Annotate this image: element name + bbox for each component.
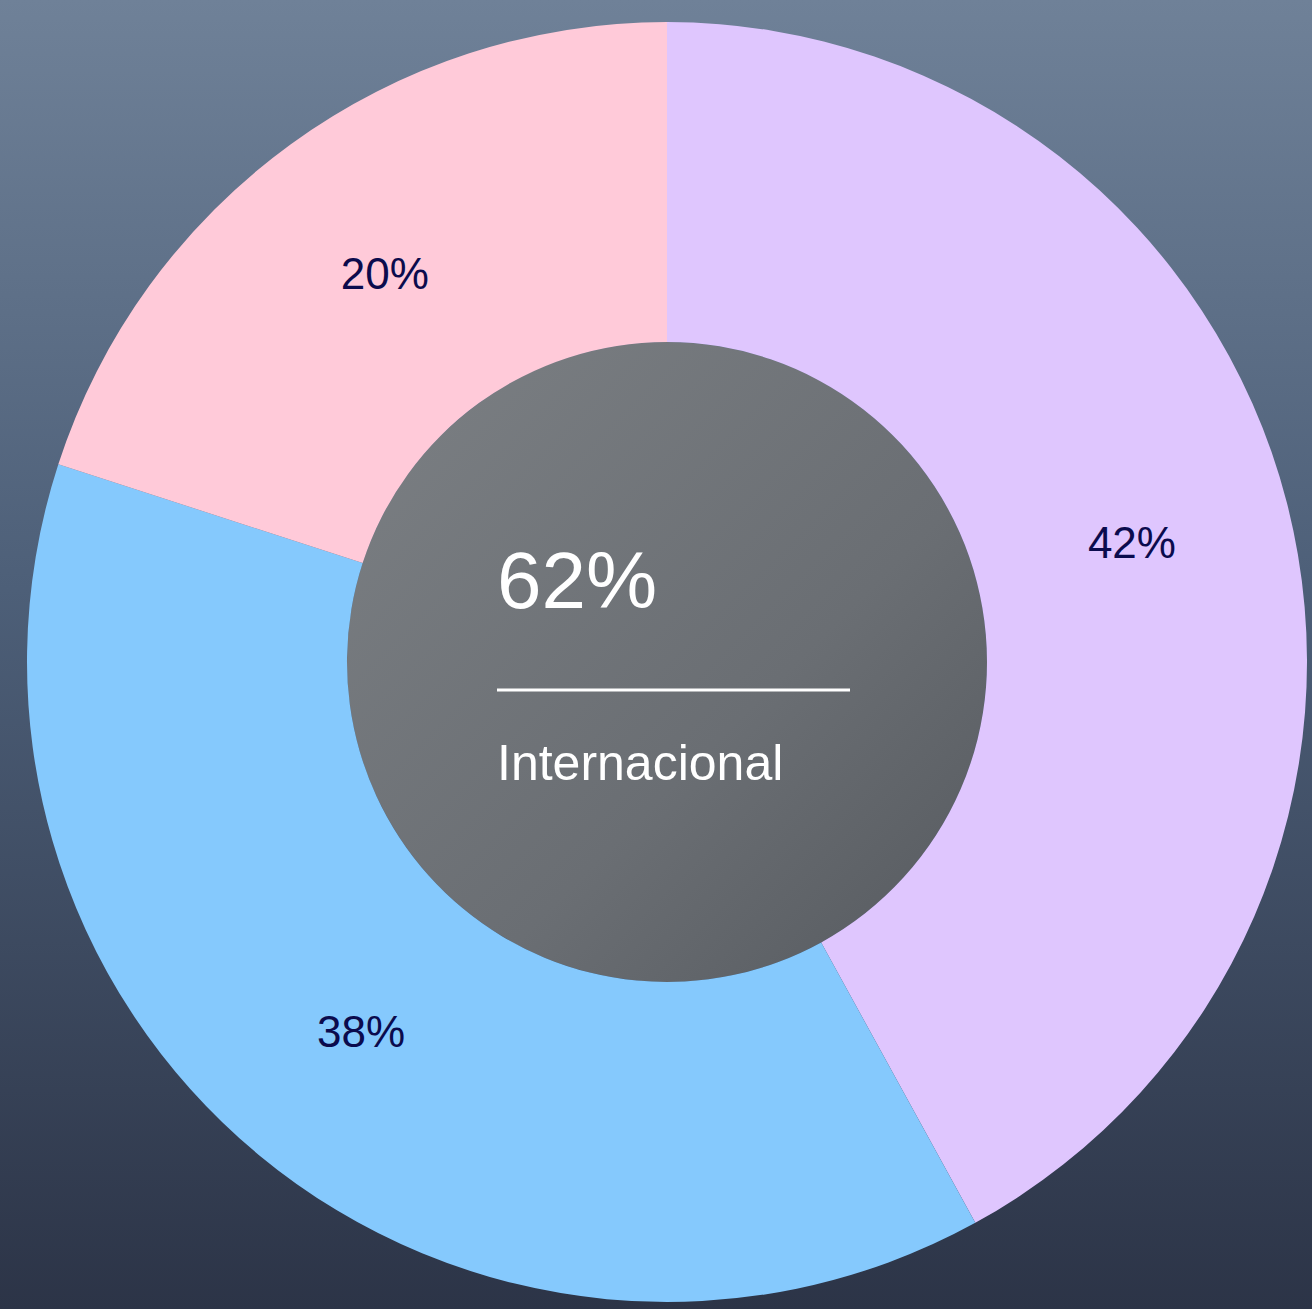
svg-text:20%: 20% xyxy=(341,249,429,298)
svg-text:38%: 38% xyxy=(317,1007,405,1056)
svg-text:Internacional: Internacional xyxy=(497,735,783,791)
svg-text:62%: 62% xyxy=(497,536,657,625)
svg-text:42%: 42% xyxy=(1088,518,1176,567)
